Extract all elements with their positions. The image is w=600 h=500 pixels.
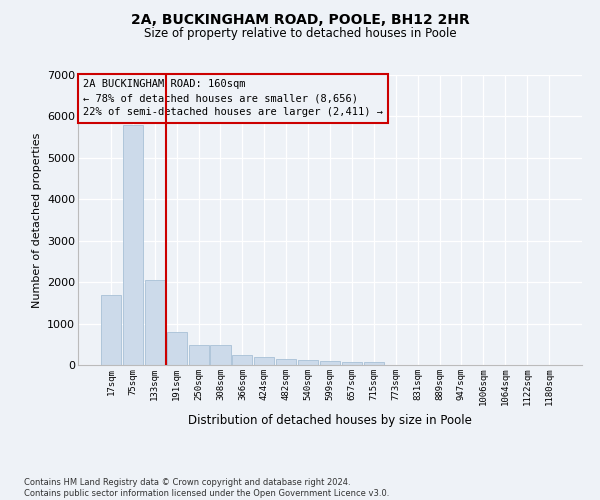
Bar — [145, 280, 165, 365]
Bar — [123, 124, 143, 365]
X-axis label: Distribution of detached houses by size in Poole: Distribution of detached houses by size … — [188, 414, 472, 426]
Bar — [232, 356, 253, 365]
Text: 2A, BUCKINGHAM ROAD, POOLE, BH12 2HR: 2A, BUCKINGHAM ROAD, POOLE, BH12 2HR — [131, 12, 469, 26]
Bar — [298, 360, 318, 365]
Bar — [364, 362, 384, 365]
Bar — [254, 356, 274, 365]
Y-axis label: Number of detached properties: Number of detached properties — [32, 132, 41, 308]
Bar — [320, 361, 340, 365]
Bar — [211, 344, 230, 365]
Bar — [167, 332, 187, 365]
Bar — [276, 359, 296, 365]
Bar — [188, 344, 209, 365]
Text: Size of property relative to detached houses in Poole: Size of property relative to detached ho… — [143, 28, 457, 40]
Bar — [101, 294, 121, 365]
Text: Contains HM Land Registry data © Crown copyright and database right 2024.
Contai: Contains HM Land Registry data © Crown c… — [24, 478, 389, 498]
Text: 2A BUCKINGHAM ROAD: 160sqm
← 78% of detached houses are smaller (8,656)
22% of s: 2A BUCKINGHAM ROAD: 160sqm ← 78% of deta… — [83, 80, 383, 118]
Bar — [342, 362, 362, 365]
